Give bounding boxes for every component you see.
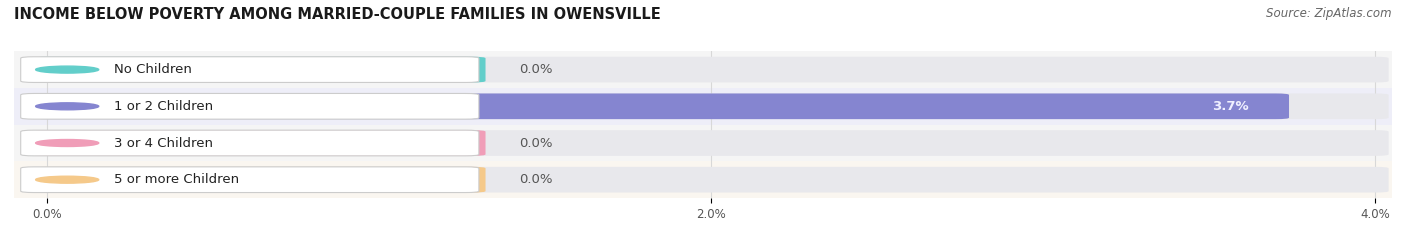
FancyBboxPatch shape bbox=[21, 167, 479, 192]
Text: 5 or more Children: 5 or more Children bbox=[114, 173, 239, 186]
Text: 0.0%: 0.0% bbox=[519, 173, 553, 186]
FancyBboxPatch shape bbox=[34, 130, 485, 156]
FancyBboxPatch shape bbox=[21, 130, 479, 156]
Circle shape bbox=[35, 176, 98, 183]
FancyBboxPatch shape bbox=[34, 57, 485, 82]
FancyBboxPatch shape bbox=[34, 167, 485, 192]
Bar bbox=[14, 88, 1392, 125]
Text: 0.0%: 0.0% bbox=[519, 63, 553, 76]
Bar bbox=[14, 125, 1392, 161]
Circle shape bbox=[35, 66, 98, 73]
Text: No Children: No Children bbox=[114, 63, 191, 76]
Circle shape bbox=[35, 103, 98, 110]
FancyBboxPatch shape bbox=[21, 93, 479, 119]
Circle shape bbox=[35, 140, 98, 147]
Text: 1 or 2 Children: 1 or 2 Children bbox=[114, 100, 212, 113]
Text: INCOME BELOW POVERTY AMONG MARRIED-COUPLE FAMILIES IN OWENSVILLE: INCOME BELOW POVERTY AMONG MARRIED-COUPL… bbox=[14, 7, 661, 22]
FancyBboxPatch shape bbox=[34, 93, 1389, 119]
FancyBboxPatch shape bbox=[34, 130, 1389, 156]
FancyBboxPatch shape bbox=[34, 167, 1389, 192]
Text: 3.7%: 3.7% bbox=[1212, 100, 1249, 113]
FancyBboxPatch shape bbox=[21, 57, 479, 82]
Text: Source: ZipAtlas.com: Source: ZipAtlas.com bbox=[1267, 7, 1392, 20]
FancyBboxPatch shape bbox=[34, 57, 1389, 82]
Text: 0.0%: 0.0% bbox=[519, 137, 553, 150]
Bar bbox=[14, 51, 1392, 88]
FancyBboxPatch shape bbox=[34, 93, 1289, 119]
Text: 3 or 4 Children: 3 or 4 Children bbox=[114, 137, 212, 150]
Bar bbox=[14, 161, 1392, 198]
